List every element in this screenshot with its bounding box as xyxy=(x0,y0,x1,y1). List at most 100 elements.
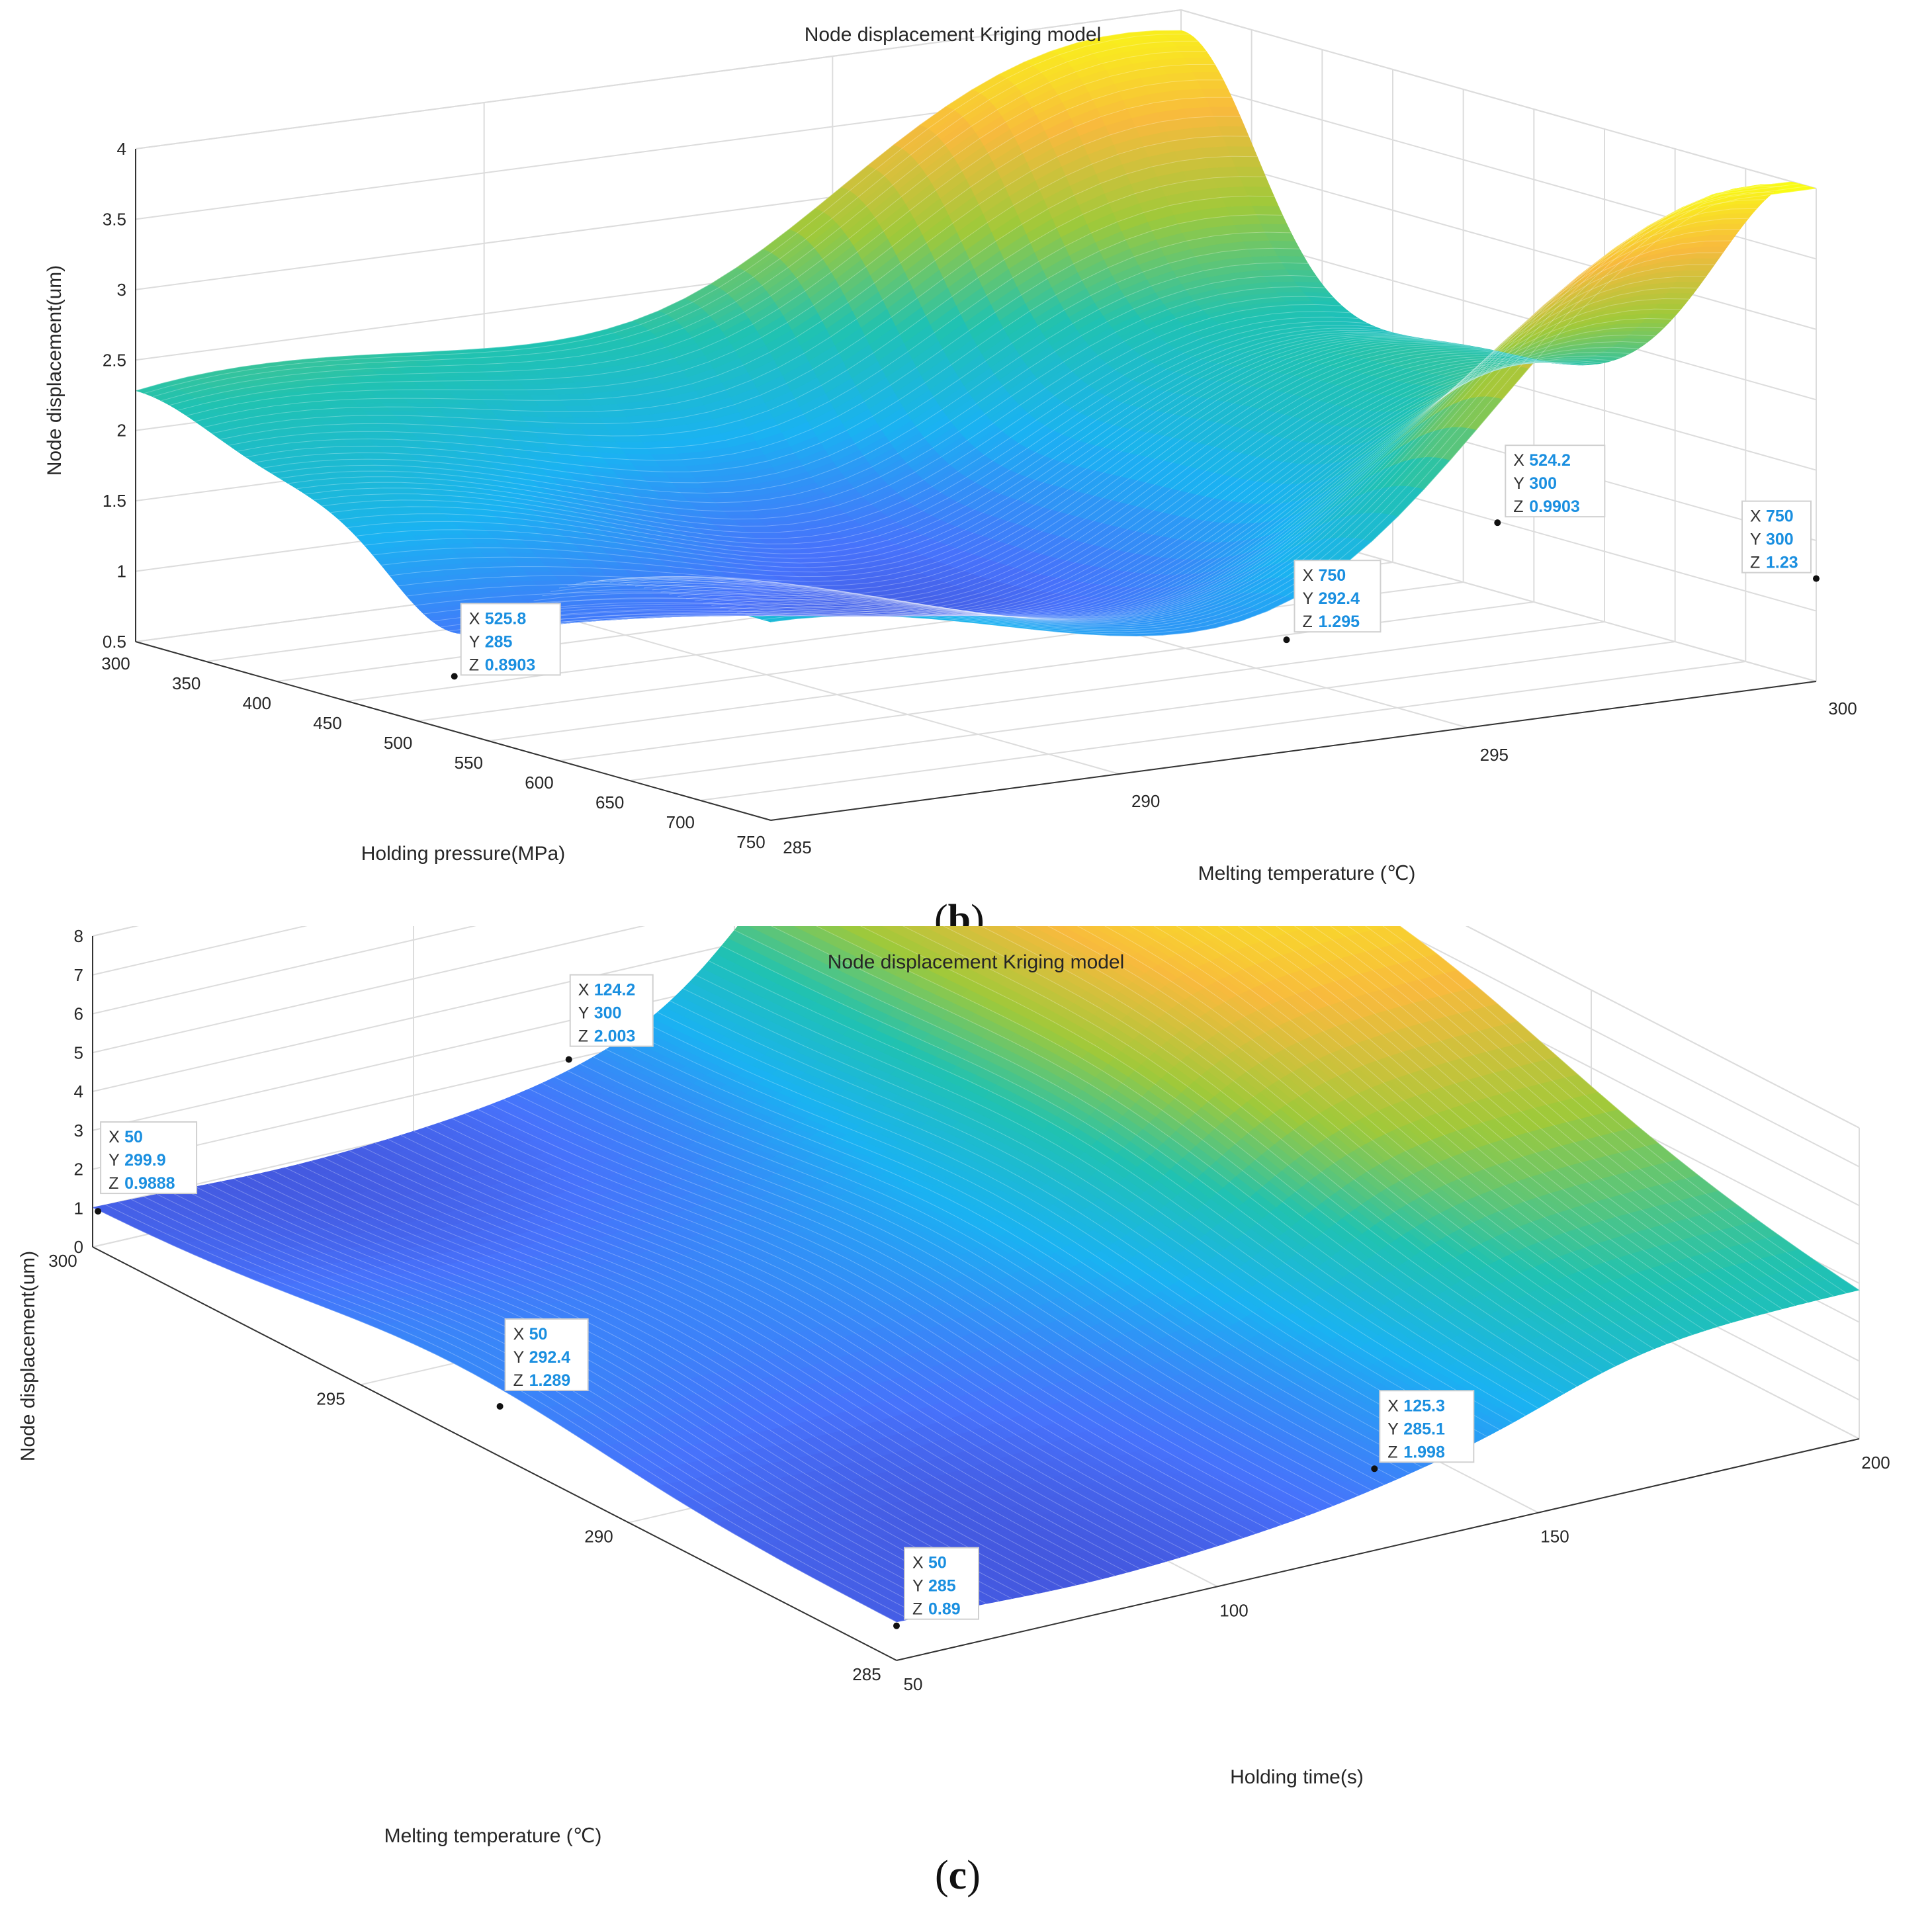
surface-face xyxy=(550,571,582,576)
surface-face xyxy=(736,522,768,527)
surface-face xyxy=(395,389,427,394)
surface-face xyxy=(464,380,497,386)
surface-face xyxy=(399,394,431,399)
surface-face xyxy=(525,388,557,396)
surface-face xyxy=(408,376,440,382)
surface-face xyxy=(373,394,405,399)
surface-face xyxy=(507,552,539,558)
surface-face xyxy=(403,398,435,404)
surface-face xyxy=(416,513,449,518)
surface-face xyxy=(485,556,517,563)
surface-face xyxy=(377,398,409,404)
surface-face xyxy=(528,575,560,581)
surface-face xyxy=(482,399,513,406)
surface-face xyxy=(464,533,496,539)
surface-face xyxy=(672,482,703,489)
grid-line xyxy=(1180,150,1817,330)
surface-face xyxy=(500,389,531,396)
surface-face xyxy=(727,515,760,520)
surface-face xyxy=(719,506,751,512)
surface-face xyxy=(534,400,566,406)
surface-face xyxy=(368,415,400,420)
surface-face xyxy=(442,538,474,544)
surface-face xyxy=(346,419,378,425)
surface-face xyxy=(616,441,648,449)
surface-face xyxy=(358,452,390,457)
surface-face xyxy=(611,435,643,443)
surface-face xyxy=(472,542,504,548)
surface-face xyxy=(543,411,574,418)
surface-face xyxy=(521,384,553,390)
grid-line xyxy=(417,581,1464,722)
surface-face xyxy=(434,376,466,382)
surface-face xyxy=(554,575,586,581)
surface-face xyxy=(473,389,505,396)
surface-face xyxy=(359,406,392,412)
surface-face xyxy=(461,376,492,381)
surface-face xyxy=(489,561,521,568)
surface-face xyxy=(744,529,776,533)
surface-face xyxy=(757,538,789,542)
surface-face xyxy=(655,459,687,467)
surface-face xyxy=(507,400,540,406)
surface-face xyxy=(381,402,414,407)
chart-panel-b: 300 350 400 450 500 550 600 650 700 750 285 290 295 3… xyxy=(0,0,1932,962)
surface-face xyxy=(650,453,682,461)
surface-face xyxy=(364,411,396,416)
surface-face xyxy=(345,442,377,447)
surface-face xyxy=(1718,218,1749,225)
surface-face xyxy=(586,435,617,443)
surface-face xyxy=(438,533,470,539)
surface-face xyxy=(353,468,385,472)
surface-face xyxy=(421,389,453,395)
surface-face xyxy=(491,379,523,386)
surface-face xyxy=(349,446,382,450)
surface-face xyxy=(603,423,635,431)
surface-face xyxy=(361,474,394,478)
surface-face xyxy=(355,427,386,432)
grid-line xyxy=(629,641,1675,781)
surface-face xyxy=(443,384,474,390)
surface-face xyxy=(564,405,596,412)
surface-face xyxy=(524,571,556,577)
surface-face xyxy=(659,465,691,472)
surface-face xyxy=(511,556,543,563)
surface-face xyxy=(658,598,690,602)
surface-face xyxy=(476,547,508,553)
surface-face xyxy=(412,509,445,515)
surface-face xyxy=(429,525,461,531)
surface-face xyxy=(732,518,764,523)
surface-face xyxy=(365,476,398,480)
surface-face xyxy=(748,532,781,536)
surface-face xyxy=(390,385,423,390)
surface-face xyxy=(439,380,470,386)
surface-face xyxy=(515,561,547,567)
surface-face xyxy=(538,406,570,412)
surface-face xyxy=(404,503,436,507)
surface-face xyxy=(468,538,500,544)
surface-face xyxy=(359,431,390,436)
surface-face xyxy=(425,521,457,526)
surface-face xyxy=(607,429,639,437)
surface-face xyxy=(417,385,449,390)
surface-face xyxy=(350,423,382,428)
surface-face xyxy=(469,384,501,390)
surface-face xyxy=(752,535,785,539)
surface-face xyxy=(577,423,609,431)
surface-face xyxy=(668,477,699,484)
grid-line xyxy=(558,621,1605,761)
surface-face xyxy=(447,389,479,395)
surface-face xyxy=(504,394,535,401)
surface-face xyxy=(386,406,417,412)
surface-face xyxy=(408,506,440,511)
surface-face xyxy=(1722,213,1753,220)
box-edge xyxy=(1180,9,1817,189)
surface-face xyxy=(495,384,527,390)
surface-face xyxy=(494,566,525,573)
surface-face xyxy=(412,380,445,386)
surface-face xyxy=(433,529,465,535)
box-edge xyxy=(135,9,1182,150)
surface-face xyxy=(740,525,772,530)
surface-face xyxy=(573,417,605,424)
